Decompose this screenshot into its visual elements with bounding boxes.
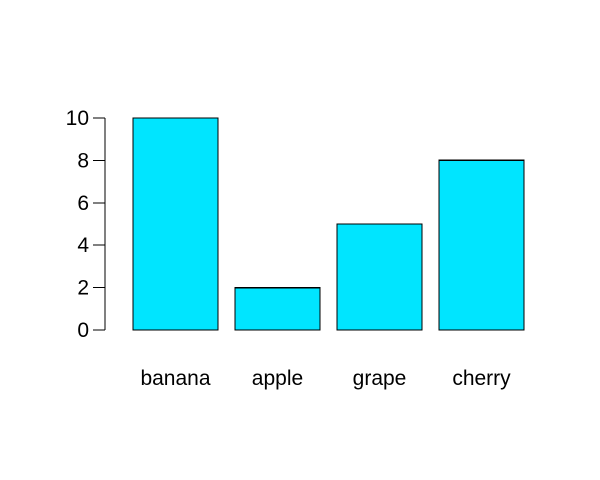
x-category-label: grape	[353, 367, 407, 390]
x-category-label: apple	[252, 367, 303, 390]
x-category-label: banana	[140, 367, 210, 390]
x-axis-labels: banana apple grape cherry	[140, 367, 511, 390]
y-tick-label: 0	[77, 319, 89, 342]
y-tick-label: 10	[66, 107, 89, 130]
bar-cherry	[438, 159, 525, 331]
y-tick-label: 2	[77, 277, 89, 300]
x-category-label: cherry	[452, 367, 511, 390]
y-tick-label: 4	[77, 234, 89, 257]
bar-apple	[234, 286, 321, 331]
y-axis: 0 2 4 6 8 10	[66, 107, 106, 342]
bar-grape	[336, 223, 423, 331]
y-tick-label: 8	[77, 149, 89, 172]
bars	[132, 117, 525, 331]
y-tick-label: 6	[77, 192, 89, 215]
bar-banana	[132, 117, 219, 331]
